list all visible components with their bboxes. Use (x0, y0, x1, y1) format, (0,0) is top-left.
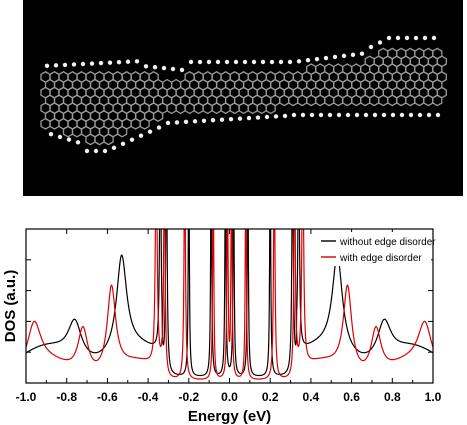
legend: without edge disorder with edge disorder (317, 232, 436, 266)
x-tick-label: 0.8 (384, 390, 401, 404)
series-line-1 (26, 229, 433, 377)
x-tick-label: 0.0 (221, 390, 238, 404)
x-tick-label: 1.0 (425, 390, 442, 404)
x-tick-label: -1.0 (16, 390, 37, 404)
hydrogen-atoms (44, 35, 441, 154)
x-axis-ticks: -1.0 -0.8 -0.6 -0.4 -0.2 0.0 0.2 0.4 0.6 0.8 1.0 (16, 229, 442, 404)
y-axis-label: DOS (a.u.) (2, 270, 19, 343)
x-tick-label: -0.6 (97, 390, 118, 404)
dos-chart: -1.0 -0.8 -0.6 -0.4 -0.2 0.0 0.2 0.4 0.6 0.8 1.0 w… (2, 228, 442, 425)
x-tick-label: 0.2 (262, 390, 279, 404)
x-axis-label: Energy (eV) (188, 408, 271, 425)
graphene-nanoribbon-structure-icon (40, 35, 447, 154)
y-axis-ticks (26, 259, 433, 353)
x-tick-label: -0.4 (138, 390, 159, 404)
series-line-2 (26, 229, 433, 380)
legend-label-1: without edge disorder (339, 237, 436, 248)
lattice-bonds (40, 47, 447, 146)
x-tick-label: -0.2 (178, 390, 199, 404)
x-tick-label: -0.8 (56, 390, 77, 404)
plot-content (26, 229, 433, 380)
legend-label-2: with edge disorder (339, 253, 422, 264)
x-tick-label: 0.4 (303, 390, 320, 404)
x-tick-label: 0.6 (343, 390, 360, 404)
molecule-structure-image (23, 0, 463, 196)
